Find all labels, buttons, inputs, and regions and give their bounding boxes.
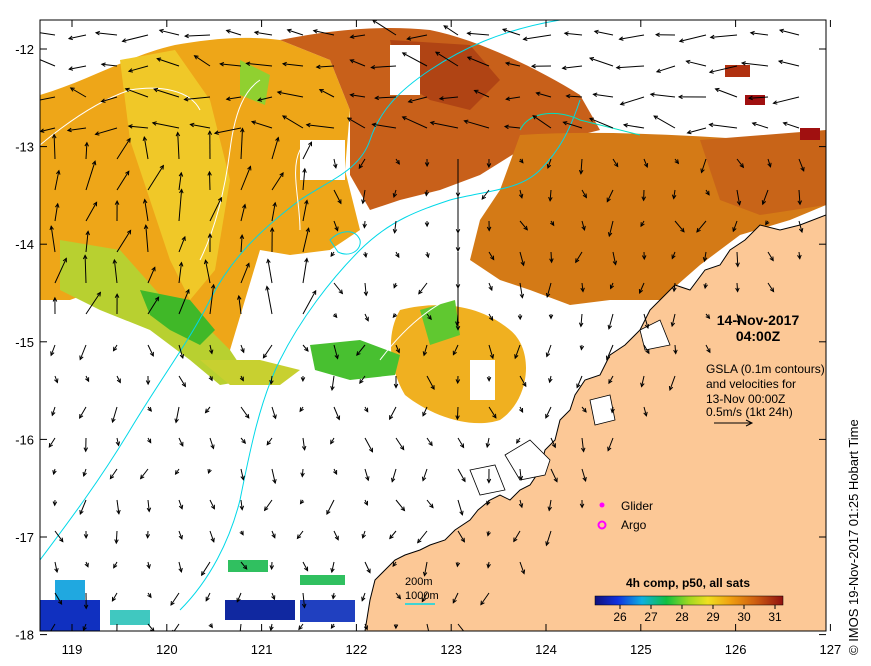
colorbar-tick-label: 31: [768, 610, 782, 624]
x-tick-label: 121: [251, 642, 273, 657]
colorbar-tick-label: 26: [613, 610, 627, 624]
x-tick-label: 123: [440, 642, 462, 657]
y-tick-label: -14: [15, 237, 34, 252]
y-tick-label: -13: [15, 140, 34, 155]
x-tick-label: 124: [535, 642, 557, 657]
argo-label: Argo: [621, 518, 647, 532]
legend-line-3: 13-Nov 00:00Z: [706, 392, 785, 406]
legend-line-4: 0.5m/s (1kt 24h): [706, 405, 793, 419]
legend-line-1: GSLA (0.1m contours): [706, 362, 825, 376]
colorbar-ticks: 26 27 28 29 30 31: [613, 605, 782, 624]
x-axis: 119 120 121 122 123 124 125 126 127: [62, 20, 842, 657]
colorbar-tick-label: 29: [706, 610, 720, 624]
y-tick-label: -18: [15, 628, 34, 643]
x-tick-label: 119: [62, 642, 83, 657]
y-tick-label: -17: [15, 530, 34, 545]
glider-marker: [599, 502, 605, 508]
colorbar-tick-label: 30: [737, 610, 751, 624]
velocity-arrows: [40, 20, 805, 631]
y-tick-label: -16: [15, 432, 34, 447]
x-tick-label: 125: [630, 642, 652, 657]
bathy-200-label: 200m: [405, 576, 433, 588]
y-tick-label: -15: [15, 335, 34, 350]
bathy-1000-label: 1000m: [405, 590, 439, 602]
glider-label: Glider: [621, 499, 653, 513]
colorbar-tick-label: 28: [675, 610, 689, 624]
y-axis: -12 -13 -14 -15 -16 -17 -18: [15, 42, 826, 643]
colorbar-tick-label: 27: [644, 610, 658, 624]
timestamp-time: 04:00Z: [736, 328, 781, 344]
colorbar: [594, 595, 784, 606]
legend-line-2: and velocities for: [706, 377, 796, 391]
plot-frame: [39, 19, 827, 632]
credit-text: © IMOS 19-Nov-2017 01:25 Hobart Time: [846, 419, 861, 655]
x-tick-label: 122: [346, 642, 368, 657]
timestamp-date: 14-Nov-2017: [717, 312, 800, 328]
bathymetry-contours: [40, 20, 641, 611]
x-tick-label: 127: [820, 642, 842, 657]
colorbar-title: 4h comp, p50, all sats: [626, 576, 750, 590]
argo-marker: [597, 520, 607, 530]
x-tick-label: 126: [725, 642, 747, 657]
y-tick-label: -12: [15, 42, 34, 57]
x-tick-label: 120: [156, 642, 178, 657]
scale-arrow: [714, 419, 754, 427]
